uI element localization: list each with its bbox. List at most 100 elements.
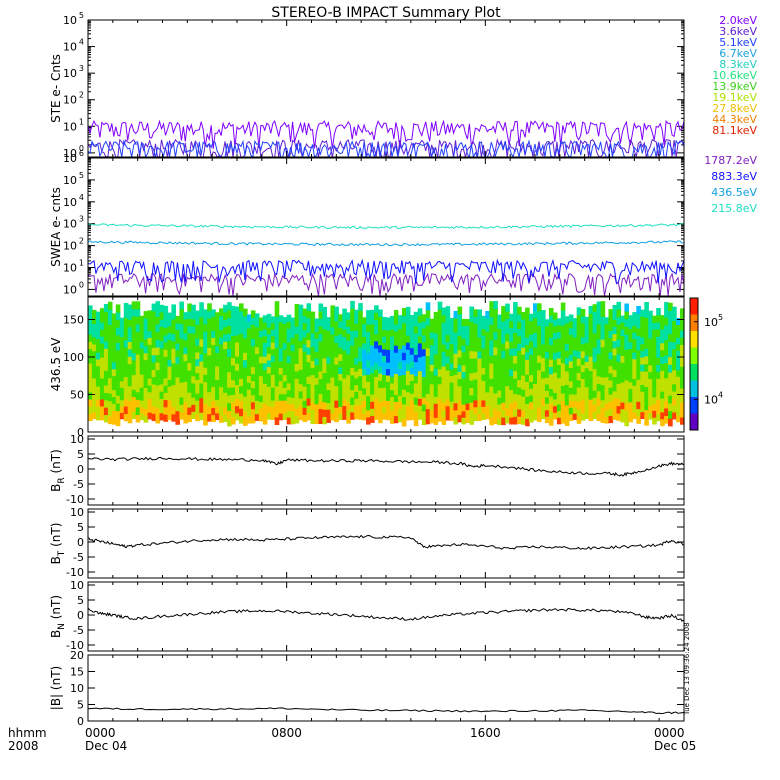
heatmap-cell [143,311,149,319]
heatmap-cell [433,382,439,390]
heatmap-cell [219,379,224,388]
heatmap-cell [652,329,657,337]
heatmap-cell [616,339,622,347]
heatmap-cell [541,344,546,352]
heatmap-cell [556,318,562,326]
heatmap-cell [318,363,324,372]
heatmap-cell [584,405,590,413]
heatmap-cell [266,373,272,381]
heatmap-cell [191,311,196,320]
heatmap-cell [258,408,264,415]
heatmap-cell [660,418,665,427]
heatmap-cell [421,390,427,398]
heatmap-cell [282,342,288,350]
heatmap-cell [302,400,308,408]
heatmap-cell [636,306,641,314]
heatmap-cell [147,351,153,359]
heatmap-cell [290,357,296,365]
heatmap-cell [429,338,435,346]
heatmap-cell [604,356,610,364]
heatmap-cell [370,373,375,381]
heatmap-cell [564,405,570,413]
y-axis-label: BR (nT) [49,449,67,492]
heatmap-cell [374,326,379,335]
heatmap-cell [513,416,518,425]
heatmap-cell [624,341,629,350]
heatmap-cell [171,333,176,342]
heatmap-cell [473,406,478,415]
heatmap-cell [616,353,622,362]
heatmap-cell [207,354,212,363]
heatmap-cell [600,354,606,363]
heatmap-cell [437,309,443,318]
heatmap-cell [453,325,459,333]
heatmap-cell [270,400,276,408]
heatmap-cell [588,356,594,364]
heatmap-cell [604,409,610,417]
heatmap-cell [243,367,248,375]
heatmap-cell [231,394,236,403]
heatmap-cell [147,371,153,379]
heatmap-cell [509,348,514,356]
heatmap-cell [342,371,347,379]
heatmap-cell [330,319,335,328]
heatmap-cell [88,355,93,364]
heatmap-cell [290,324,296,332]
heatmap-cell [171,355,176,364]
heatmap-cell [370,309,375,318]
heatmap-cell [111,417,117,425]
heatmap-cell [239,370,244,379]
heatmap-cell [457,349,463,358]
heatmap-cell [155,354,161,363]
heatmap-cell [393,408,399,417]
heatmap-cell [473,385,478,394]
heatmap-cell [354,350,359,358]
heatmap-cell [366,409,371,418]
heatmap-cell [529,395,534,403]
heatmap-cell [302,372,308,380]
heatmap-cell [250,338,256,346]
heatmap-cell [159,312,165,320]
heatmap-cell [370,401,375,409]
heatmap-cell [541,310,546,318]
heatmap-cell [354,391,359,399]
heatmap-cell [620,355,625,363]
heatmap-cell [334,335,339,344]
y-tick-label: 0 [77,715,84,728]
heatmap-cell [159,369,165,378]
heatmap-cell [652,383,657,391]
heatmap-cell [103,304,109,312]
heatmap-cell [139,341,145,349]
heatmap-cell [405,335,411,343]
heatmap-cell [461,391,467,399]
heatmap-cell [366,352,371,361]
heatmap-cell [171,348,176,356]
heatmap-cell [441,373,447,382]
heatmap-cell [533,317,538,326]
heatmap-cell [111,334,117,342]
heatmap-cell [612,333,618,342]
colorbar-segment [690,403,698,408]
heatmap-cell [501,335,506,344]
heatmap-cell [552,345,558,353]
heatmap-cell [548,417,554,426]
heatmap-cell [672,383,677,392]
heatmap-cell [580,371,586,379]
heatmap-cell [231,416,236,425]
heatmap-cell [246,355,252,363]
heatmap-cell [636,335,641,344]
heatmap-cell [644,371,649,380]
heatmap-cell [127,378,133,387]
heatmap-cell [362,381,367,389]
heatmap-cell [632,411,637,420]
heatmap-cell [421,341,427,350]
heatmap-cell [596,338,602,347]
heatmap-cell [648,371,653,379]
heatmap-cell [92,384,97,392]
heatmap-cell [262,376,268,384]
heatmap-cell [366,345,371,354]
heatmap-cell [111,341,117,349]
heatmap-cell [143,366,149,375]
heatmap-cell [513,393,518,402]
heatmap-cell [465,403,471,411]
